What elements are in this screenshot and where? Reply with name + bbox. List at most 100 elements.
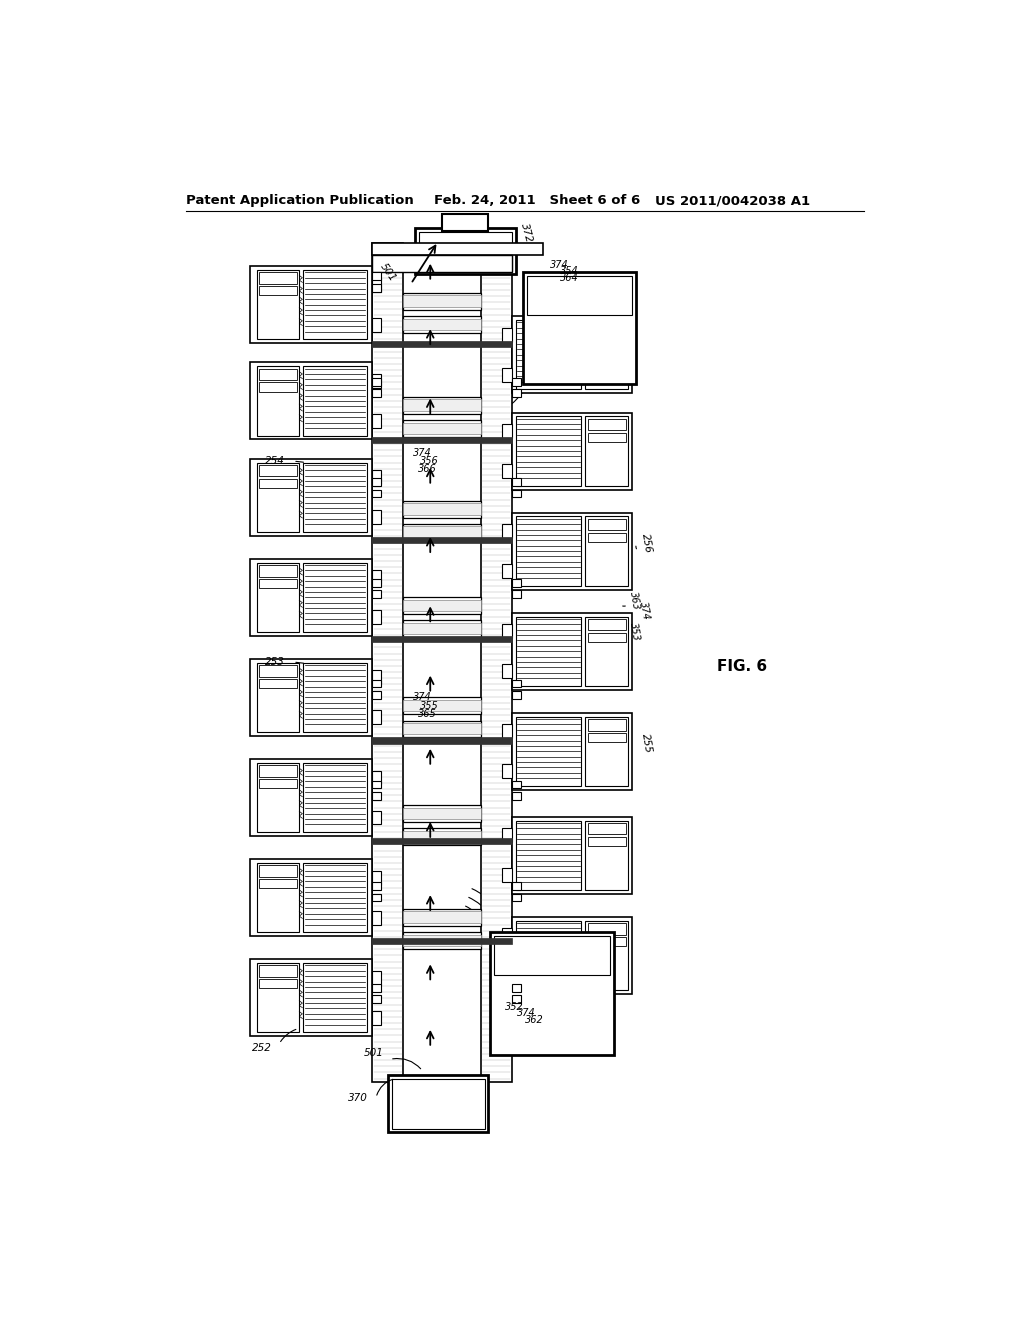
Bar	[403, 620, 480, 638]
Bar	[403, 317, 480, 333]
Bar	[372, 680, 381, 688]
Bar	[586, 921, 628, 990]
Text: 362: 362	[524, 1015, 544, 1026]
Text: 374: 374	[414, 693, 432, 702]
Bar	[259, 965, 297, 977]
Text: FIG. 6: FIG. 6	[717, 659, 767, 675]
Bar	[372, 610, 381, 624]
Bar	[251, 859, 372, 936]
Bar	[372, 490, 381, 498]
Bar	[586, 616, 628, 686]
Text: 374: 374	[414, 447, 432, 458]
Bar	[419, 231, 512, 271]
Bar	[259, 578, 297, 589]
Bar	[512, 490, 521, 498]
Text: 372: 372	[519, 222, 535, 244]
Bar	[503, 869, 512, 882]
Bar	[515, 416, 582, 486]
Bar	[403, 293, 480, 310]
Bar	[372, 937, 512, 944]
Bar	[372, 378, 381, 385]
Bar	[259, 766, 297, 776]
Bar	[257, 367, 299, 436]
Bar	[480, 243, 512, 1082]
Bar	[372, 771, 381, 784]
Bar	[257, 271, 299, 339]
Bar	[372, 636, 512, 642]
Bar	[512, 817, 632, 894]
Bar	[403, 524, 480, 541]
Bar	[372, 882, 381, 890]
Bar	[372, 995, 381, 1003]
Bar	[259, 879, 297, 888]
Text: 355: 355	[420, 701, 439, 711]
Bar	[372, 578, 381, 586]
Bar	[251, 759, 372, 836]
Text: 256: 256	[640, 533, 652, 554]
Bar	[489, 932, 614, 1056]
Bar	[588, 822, 626, 834]
Bar	[503, 465, 512, 478]
Bar	[372, 511, 381, 524]
Bar	[372, 1011, 381, 1024]
Bar	[403, 599, 480, 611]
Bar	[372, 590, 381, 598]
Bar	[403, 597, 480, 614]
Bar	[503, 764, 512, 779]
Text: 374: 374	[550, 260, 569, 271]
Bar	[372, 894, 381, 902]
Bar	[388, 1074, 488, 1133]
Bar	[588, 733, 626, 742]
Bar	[372, 341, 512, 347]
Text: 353: 353	[628, 622, 641, 642]
Text: Feb. 24, 2011   Sheet 6 of 6: Feb. 24, 2011 Sheet 6 of 6	[434, 194, 640, 207]
Bar	[512, 713, 632, 789]
Text: 363: 363	[628, 591, 641, 611]
Bar	[372, 255, 512, 272]
Bar	[303, 367, 367, 436]
Text: 252: 252	[252, 1043, 271, 1053]
Bar	[512, 478, 521, 486]
Bar	[303, 663, 367, 733]
Bar	[372, 837, 512, 843]
Bar	[403, 697, 480, 714]
Bar	[303, 964, 367, 1032]
Bar	[372, 470, 381, 484]
Bar	[257, 763, 299, 832]
Bar	[372, 272, 381, 280]
Bar	[372, 318, 381, 331]
Bar	[512, 317, 632, 393]
Bar	[588, 418, 626, 430]
Bar	[588, 719, 626, 730]
Bar	[588, 619, 626, 631]
Bar	[391, 1078, 484, 1129]
Bar	[259, 979, 297, 989]
Bar	[512, 792, 521, 800]
Bar	[259, 866, 297, 876]
Bar	[503, 829, 512, 842]
Text: Patent Application Publication: Patent Application Publication	[186, 194, 414, 207]
Bar	[586, 516, 628, 586]
Bar	[303, 863, 367, 932]
Bar	[588, 937, 626, 946]
Bar	[259, 479, 297, 488]
Bar	[372, 792, 381, 800]
Bar	[512, 590, 521, 598]
Bar	[503, 424, 512, 438]
Bar	[372, 537, 512, 544]
Bar	[372, 983, 381, 991]
Bar	[588, 433, 626, 442]
Bar	[372, 738, 512, 743]
Text: 501: 501	[364, 1048, 384, 1059]
Bar	[588, 923, 626, 935]
Bar	[303, 271, 367, 339]
Bar	[588, 837, 626, 846]
Bar	[512, 512, 632, 590]
Bar	[372, 389, 381, 397]
Bar	[503, 624, 512, 638]
Bar	[512, 389, 521, 397]
Bar	[259, 465, 297, 477]
Bar	[512, 983, 521, 991]
Bar	[372, 478, 381, 486]
Bar	[251, 659, 372, 737]
